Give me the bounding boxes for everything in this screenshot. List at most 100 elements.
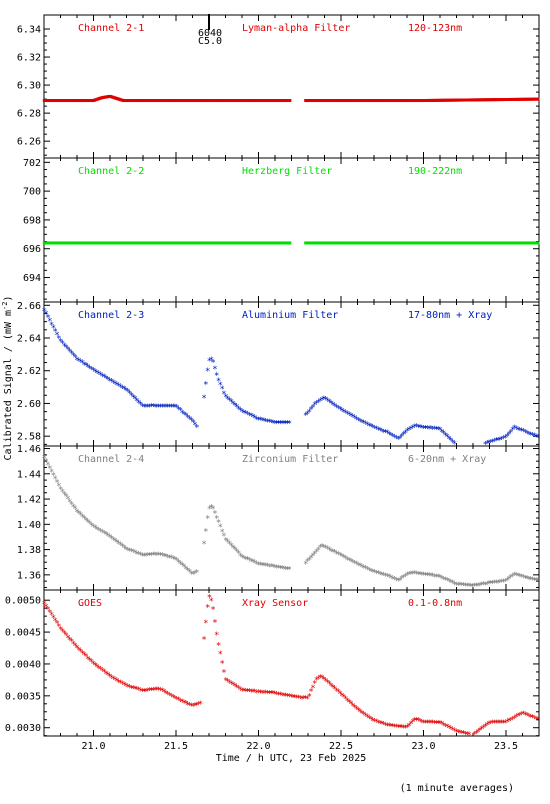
data-point: * [319, 396, 324, 406]
data-point: * [85, 363, 90, 373]
data-point: * [225, 538, 230, 548]
data-point: * [303, 560, 308, 570]
data-point: * [327, 680, 332, 690]
data-point: * [58, 625, 63, 635]
data-point: * [410, 424, 415, 434]
data-point: * [238, 552, 243, 562]
data-point: * [356, 562, 361, 572]
x-tick-label: 23.0 [411, 741, 435, 752]
data-point: * [383, 572, 388, 582]
y-tick-label: 696 [23, 244, 41, 255]
data-point: * [528, 575, 533, 585]
data-point: * [190, 418, 195, 428]
data-point: * [439, 575, 444, 585]
data-point: * [125, 546, 130, 556]
panel-frame-channel-2-1 [43, 14, 540, 159]
data-point: * [127, 684, 132, 694]
data-point: * [388, 723, 393, 733]
data-point: * [58, 338, 63, 348]
data-point: * [180, 562, 185, 572]
data-point: * [396, 723, 401, 733]
data-point: * [472, 582, 477, 592]
data-point: * [372, 424, 377, 434]
data-point: * [403, 572, 408, 582]
data-point: * [483, 440, 488, 450]
data-point: * [381, 428, 386, 438]
y-tick-label: 0.0050 [5, 596, 41, 607]
data-point: * [181, 699, 186, 709]
data-point: * [390, 575, 395, 585]
data-point: * [345, 556, 350, 566]
y-tick-label: 698 [23, 215, 41, 226]
data-point: * [430, 719, 435, 729]
data-point: * [118, 679, 123, 689]
data-point: * [385, 722, 390, 732]
data-point: * [354, 415, 359, 425]
data-point: * [512, 424, 517, 434]
data-point: * [339, 407, 344, 417]
data-point: * [140, 688, 145, 698]
data-point: * [374, 569, 379, 579]
data-point: * [372, 568, 377, 578]
data-point: * [312, 550, 317, 560]
data-point: * [370, 424, 375, 434]
panel-label: Zirconium Filter [242, 454, 338, 465]
data-point: * [154, 403, 159, 413]
data-point: * [218, 650, 223, 660]
data-point: * [401, 574, 406, 584]
data-point: * [82, 514, 87, 524]
data-point: * [185, 701, 190, 711]
y-tick-label: 6.32 [17, 53, 41, 64]
data-point: * [417, 718, 422, 728]
data-point: * [363, 712, 368, 722]
data-point: * [307, 556, 312, 566]
data-point: * [154, 551, 159, 561]
data-point: * [161, 552, 166, 562]
data-point: * [127, 389, 132, 399]
data-point: * [256, 416, 261, 426]
data-point: * [441, 721, 446, 731]
data-point: * [466, 731, 471, 741]
data-point: * [412, 716, 417, 726]
data-point: * [461, 581, 466, 591]
data-point: * [163, 689, 168, 699]
data-point: * [368, 567, 373, 577]
data-point: * [250, 413, 255, 423]
data-point: * [212, 509, 217, 519]
data-point: * [183, 565, 188, 575]
data-point: * [308, 688, 313, 698]
data-point: * [151, 687, 156, 697]
panel-label: 0.1-0.8nm [408, 598, 462, 609]
data-point: * [308, 554, 313, 564]
y-tick-label: 694 [23, 273, 41, 284]
data-point: * [49, 611, 54, 621]
data-point: * [352, 560, 357, 570]
data-point: * [381, 721, 386, 731]
data-point: * [386, 430, 391, 440]
data-point: * [497, 719, 502, 729]
data-point: * [209, 356, 214, 366]
data-point: * [515, 712, 520, 722]
y-tick-label: 700 [23, 187, 41, 198]
y-tick-label: 0.0045 [5, 628, 41, 639]
data-point: * [497, 436, 502, 446]
data-point: * [249, 688, 254, 698]
data-point: * [426, 425, 431, 435]
data-point: * [223, 393, 228, 403]
y-tick-label: 6.30 [17, 81, 41, 92]
data-point: * [223, 536, 228, 546]
data-point: * [399, 724, 404, 734]
data-point: * [258, 416, 263, 426]
data-point: * [488, 720, 493, 730]
data-point: * [454, 581, 459, 591]
data-point: * [296, 694, 301, 704]
data-point: * [443, 723, 448, 733]
data-point: * [272, 420, 277, 430]
data-point: * [218, 523, 223, 533]
data-point: * [466, 582, 471, 592]
data-point: * [465, 582, 470, 592]
data-point: * [250, 688, 255, 698]
data-point: * [221, 669, 226, 679]
panel-label: 190-222nm [408, 166, 462, 177]
data-point: * [141, 403, 146, 413]
